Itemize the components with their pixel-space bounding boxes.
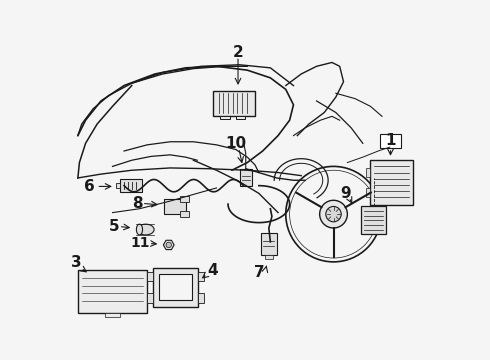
Text: 11: 11 — [130, 237, 150, 251]
Bar — [159, 274, 192, 300]
Ellipse shape — [137, 224, 154, 235]
Bar — [261, 233, 276, 255]
Bar — [366, 168, 370, 177]
Text: 8: 8 — [132, 196, 143, 211]
Text: 3: 3 — [71, 255, 82, 270]
Bar — [105, 313, 120, 317]
Bar — [381, 134, 400, 148]
Polygon shape — [163, 240, 174, 249]
Text: 7: 7 — [254, 265, 265, 280]
Bar — [198, 272, 204, 281]
Text: 1: 1 — [385, 134, 396, 148]
Bar — [198, 293, 204, 303]
Bar — [213, 91, 255, 116]
Bar — [164, 199, 186, 214]
Bar — [366, 188, 370, 197]
Bar — [117, 183, 120, 188]
Ellipse shape — [136, 224, 143, 235]
Bar — [240, 169, 252, 186]
Bar — [78, 270, 147, 313]
Text: 10: 10 — [225, 136, 246, 151]
Circle shape — [326, 206, 341, 222]
Text: 9: 9 — [341, 186, 351, 201]
Bar — [120, 180, 142, 192]
Bar — [179, 195, 189, 202]
Bar — [236, 116, 245, 120]
Bar — [370, 160, 413, 205]
Bar — [147, 272, 153, 281]
Text: 4: 4 — [207, 263, 218, 278]
Text: 6: 6 — [84, 179, 95, 194]
Text: 5: 5 — [109, 219, 119, 234]
Bar — [220, 116, 229, 120]
Bar — [147, 293, 153, 303]
Circle shape — [166, 242, 172, 248]
Text: 2: 2 — [233, 45, 244, 60]
Bar — [265, 255, 273, 259]
Bar — [153, 268, 198, 306]
Circle shape — [319, 200, 347, 228]
Bar — [179, 211, 189, 217]
Bar — [361, 206, 386, 234]
